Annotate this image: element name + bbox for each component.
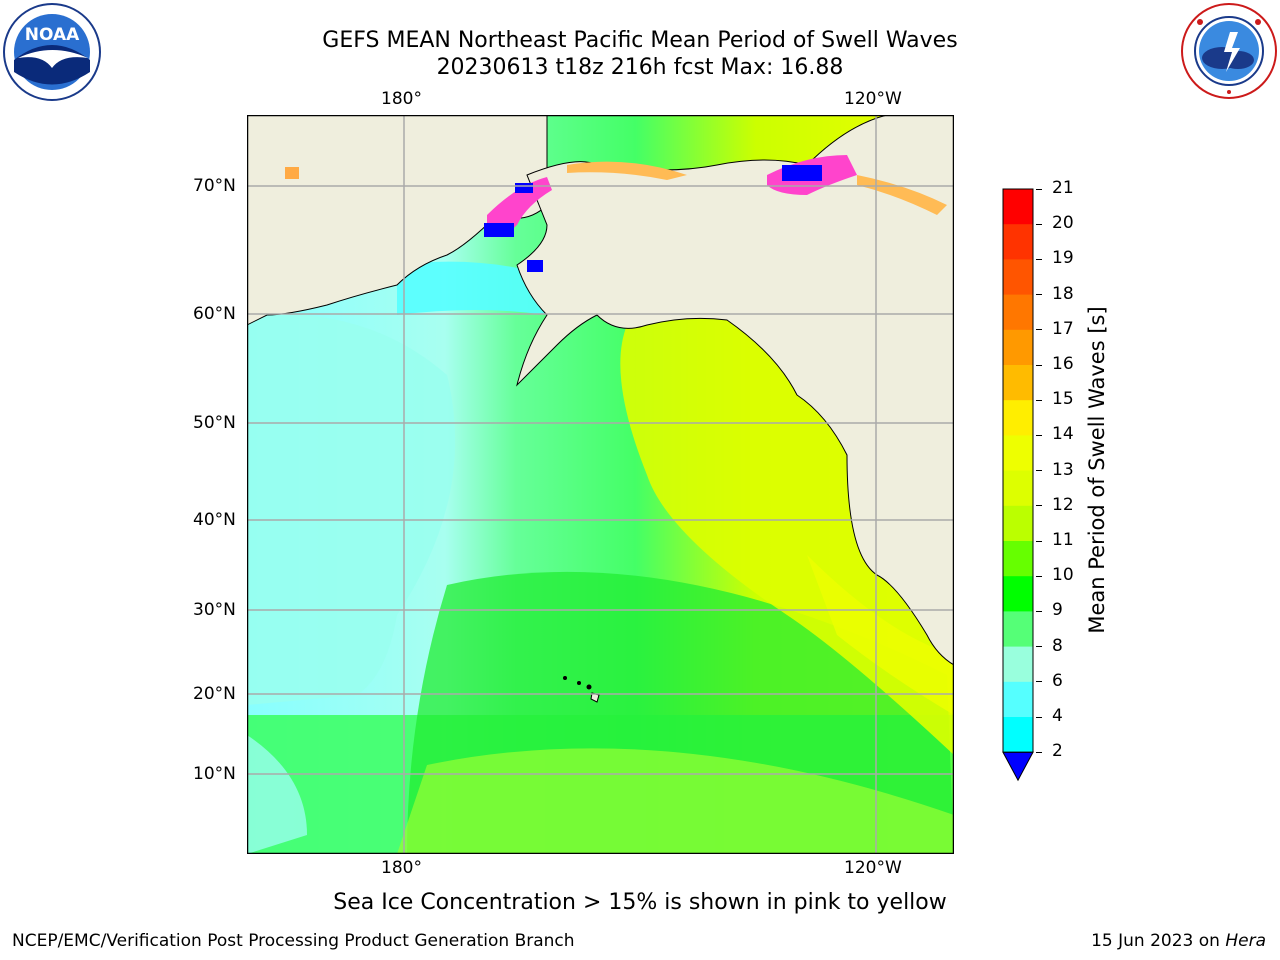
colorbar-band xyxy=(1003,259,1033,296)
colorbar-tick-mark xyxy=(1036,681,1042,683)
colorbar-tick-mark xyxy=(1036,646,1042,648)
colorbar-tick-label: 11 xyxy=(1052,530,1074,550)
graticule xyxy=(247,115,954,854)
sea-ice-core-beaufort xyxy=(782,165,822,181)
lat-label-40n: 40°N xyxy=(193,510,236,530)
colorbar-band xyxy=(1003,294,1033,331)
colorbar-tick-label: 2 xyxy=(1052,741,1063,762)
colorbar-tick-mark xyxy=(1036,399,1042,401)
west-cyan-region xyxy=(247,313,456,705)
sea-ice-core-3 xyxy=(527,260,543,272)
colorbar-tick-mark xyxy=(1036,470,1042,472)
colorbar-tick-mark xyxy=(1036,610,1042,612)
colorbar-tick-mark xyxy=(1036,716,1042,718)
colorbar-band xyxy=(1003,505,1033,542)
lat-label-10n: 10°N xyxy=(193,764,236,784)
chart-title: GEFS MEAN Northeast Pacific Mean Period … xyxy=(322,28,958,53)
colorbar-swatches xyxy=(1002,188,1034,782)
colorbar-tick-label: 16 xyxy=(1052,354,1074,374)
colorbar-tick-label: 6 xyxy=(1052,670,1063,691)
footer-date: 15 Jun 2023 on Hera xyxy=(1091,931,1266,951)
lon-label-bottom-180: 180° xyxy=(381,858,422,878)
colorbar-tick-mark xyxy=(1036,505,1042,507)
hawaii-island-2 xyxy=(577,681,581,685)
lat-label-60n: 60°N xyxy=(193,304,236,324)
noaa-logo-text: NOAA xyxy=(25,25,80,45)
bering-sea xyxy=(397,261,547,315)
lat-label-70n: 70°N xyxy=(193,176,236,196)
sea-ice-note: Sea Ice Concentration > 15% is shown in … xyxy=(333,890,947,915)
lat-label-30n: 30°N xyxy=(193,600,236,620)
swell-period-map xyxy=(246,114,955,855)
footer-credit: NCEP/EMC/Verification Post Processing Pr… xyxy=(12,931,575,951)
lat-label-50n: 50°N xyxy=(193,413,236,433)
sea-ice-patch xyxy=(285,167,299,179)
nws-logo xyxy=(1180,2,1278,100)
footer-host: Hera xyxy=(1225,931,1266,951)
colorbar-tick-label: 12 xyxy=(1052,494,1074,515)
colorbar-band xyxy=(1003,400,1033,436)
map-panel xyxy=(246,114,955,855)
coastal-yellow-region xyxy=(807,555,954,715)
colorbar-tick-mark xyxy=(1036,188,1042,190)
colorbar-band xyxy=(1003,541,1033,577)
lat-label-20n: 20°N xyxy=(193,684,236,704)
north-america-land xyxy=(516,115,954,666)
colorbar-tick-mark xyxy=(1036,575,1042,577)
sea-ice-core-2 xyxy=(515,183,533,193)
lon-label-top-180: 180° xyxy=(381,89,422,109)
hawaii-island-1 xyxy=(563,676,567,680)
colorbar-tick-mark xyxy=(1036,751,1042,753)
colorbar-tick-label: 21 xyxy=(1052,178,1074,198)
colorbar-tick-label: 13 xyxy=(1052,459,1074,480)
colorbar-tick-label: 9 xyxy=(1052,600,1063,621)
colorbar-tick-mark xyxy=(1036,540,1042,542)
colorbar-tick-mark xyxy=(1036,258,1042,260)
sea-ice-edge-2 xyxy=(857,175,947,215)
colorbar-band xyxy=(1003,717,1033,753)
footer-date-text: 15 Jun 2023 on xyxy=(1091,931,1226,951)
colorbar-band xyxy=(1003,470,1033,507)
colorbar-tick-label: 8 xyxy=(1052,635,1063,656)
noaa-logo: NOAA xyxy=(2,2,102,102)
sea-ice-chukchi xyxy=(487,177,552,237)
colorbar-tick-label: 14 xyxy=(1052,424,1074,445)
colorbar-title: Mean Period of Swell Waves [s] xyxy=(1085,306,1109,634)
lon-label-bottom-120w: 120°W xyxy=(844,858,902,878)
chart-subtitle: 20230613 t18z 216h fcst Max: 16.88 xyxy=(436,55,844,80)
colorbar-extend-triangle xyxy=(1002,751,1034,782)
sea-ice-edge-1 xyxy=(567,161,687,180)
colorbar-tick-label: 17 xyxy=(1052,318,1074,339)
colorbar-tick-mark xyxy=(1036,434,1042,436)
colorbar-band xyxy=(1003,611,1033,648)
colorbar xyxy=(1000,187,1036,787)
colorbar-tick-label: 19 xyxy=(1052,248,1074,269)
colorbar-tick-label: 4 xyxy=(1052,706,1063,726)
southwest-cyan-region xyxy=(247,735,307,854)
colorbar-tick-mark xyxy=(1036,329,1042,331)
colorbar-band xyxy=(1003,435,1033,472)
colorbar-band xyxy=(1003,365,1033,401)
colorbar-tick-label: 18 xyxy=(1052,283,1074,304)
colorbar-tick-label: 10 xyxy=(1052,565,1074,586)
colorbar-band xyxy=(1003,576,1033,612)
colorbar-frame xyxy=(1002,188,1034,753)
lon-label-top-120w: 120°W xyxy=(844,89,902,109)
hawaii-island-3 xyxy=(586,684,592,690)
colorbar-band xyxy=(1003,329,1033,366)
colorbar-band xyxy=(1003,224,1033,260)
map-frame xyxy=(246,114,955,855)
colorbar-tick-mark xyxy=(1036,364,1042,366)
colorbar-tick-mark xyxy=(1036,294,1042,296)
colorbar-tick-label: 15 xyxy=(1052,389,1074,410)
colorbar-band xyxy=(1003,646,1033,683)
colorbar-tick-mark xyxy=(1036,223,1042,225)
colorbar-band xyxy=(1003,681,1033,718)
colorbar-band xyxy=(1003,189,1033,225)
sea-ice-core-chukchi xyxy=(484,223,514,237)
colorbar-tick-label: 20 xyxy=(1052,213,1074,234)
